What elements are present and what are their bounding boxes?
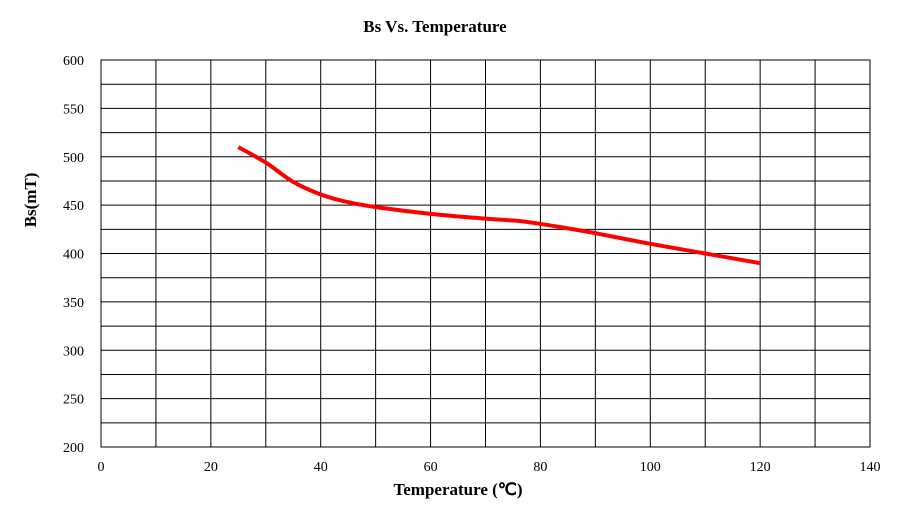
y-tick-label: 400 bbox=[63, 248, 84, 263]
x-tick-label: 0 bbox=[98, 460, 105, 475]
plot-area-border bbox=[100, 59, 871, 448]
y-tick-label: 350 bbox=[63, 296, 84, 311]
x-tick-label: 120 bbox=[750, 460, 771, 475]
x-tick-label: 140 bbox=[860, 460, 881, 475]
x-axis-title: Temperature (℃) bbox=[393, 480, 522, 499]
x-tick-label: 20 bbox=[204, 460, 218, 475]
y-tick-label: 450 bbox=[63, 199, 84, 214]
x-tick-label: 60 bbox=[424, 460, 438, 475]
y-tick-label: 600 bbox=[63, 54, 84, 69]
x-tick-label: 40 bbox=[314, 460, 328, 475]
y-tick-label: 200 bbox=[63, 441, 84, 456]
y-tick-label: 550 bbox=[63, 102, 84, 117]
y-tick-label: 250 bbox=[63, 393, 84, 408]
x-tick-labels: 0 20 40 60 80 100 120 140 bbox=[98, 460, 881, 475]
y-axis-title: Bs(mT) bbox=[21, 173, 40, 228]
y-tick-label: 500 bbox=[63, 151, 84, 166]
x-tick-label: 100 bbox=[640, 460, 661, 475]
x-tick-label: 80 bbox=[533, 460, 547, 475]
y-tick-labels: 200 250 300 350 400 450 500 550 600 bbox=[63, 54, 84, 456]
y-tick-label: 300 bbox=[63, 344, 84, 359]
chart-title: Bs Vs. Temperature bbox=[363, 17, 507, 36]
series-line-bs bbox=[237, 145, 761, 266]
grid bbox=[101, 60, 870, 447]
